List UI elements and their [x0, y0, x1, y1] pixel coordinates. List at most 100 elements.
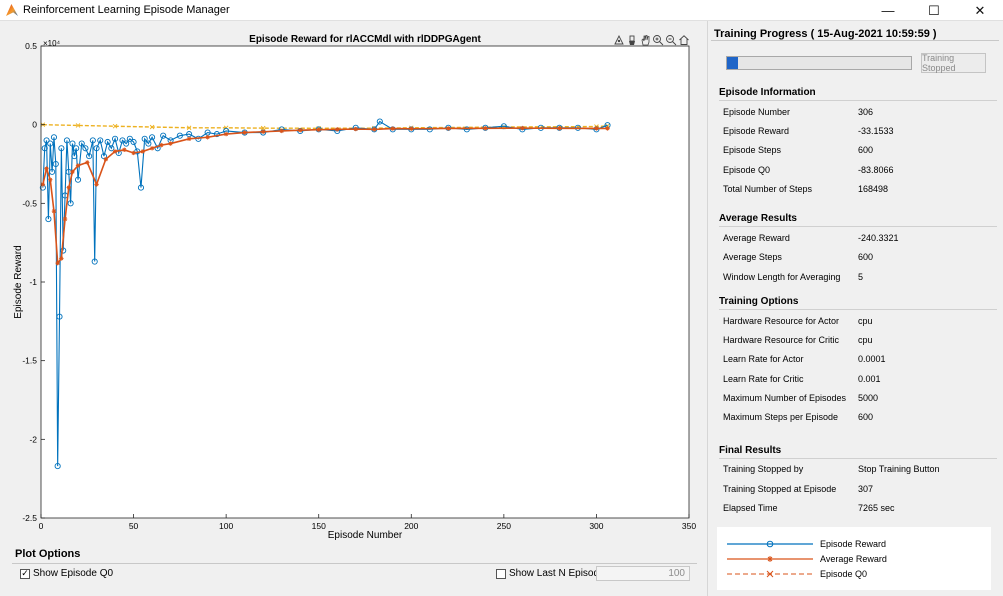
point-episode-reward [78, 140, 85, 147]
point-average-reward [260, 129, 266, 134]
total-steps-value: 168498 [858, 184, 889, 194]
point-episode-reward [89, 137, 96, 144]
point-episode-reward [69, 140, 76, 147]
point-average-reward [48, 177, 53, 182]
title-bar: Reinforcement Learning Episode Manager —… [0, 0, 1003, 21]
learn-rate-actor-label: Learn Rate for Actor [723, 354, 804, 364]
point-average-reward [372, 127, 377, 132]
y-tick-label: -2.5 [22, 513, 37, 523]
data-tips-icon[interactable] [614, 34, 624, 45]
training-options-title: Training Options [719, 296, 799, 307]
legend-item-episode-q0: Episode Q0 [717, 567, 991, 581]
point-episode-reward [213, 131, 220, 138]
x-tick-label: 0 [39, 521, 44, 531]
point-average-reward [483, 126, 488, 131]
point-average-reward [149, 146, 155, 151]
minimize-button[interactable]: — [881, 3, 895, 18]
point-episode-q0 [186, 125, 192, 131]
window-length-value: 5 [858, 272, 864, 282]
point-average-reward [223, 131, 229, 137]
hardware-critic-label: Hardware Resource for Critic [723, 335, 840, 345]
episode-reward-chart[interactable]: 0 50 100 150 200 250 300 350 0.5 0 -0.5 -1 -1.5 -2 -2… [0, 21, 707, 546]
stopped-at-episode-value: 307 [858, 484, 874, 494]
divider [719, 226, 997, 227]
y-axis-label: Episode Reward [13, 245, 24, 318]
point-episode-reward [112, 135, 119, 142]
show-q0-checkbox[interactable]: ✓ [20, 568, 30, 579]
point-average-reward [59, 256, 64, 261]
point-average-reward [390, 126, 395, 131]
point-average-reward [520, 125, 525, 131]
point-average-reward [55, 260, 60, 266]
point-episode-reward [41, 145, 48, 152]
x-tick-label: 100 [219, 521, 233, 531]
point-episode-reward [137, 184, 145, 191]
point-episode-reward [47, 140, 54, 147]
hardware-critic-value: cpu [858, 335, 873, 345]
divider [719, 458, 997, 459]
learn-rate-actor-value: 0.0001 [858, 354, 886, 364]
point-episode-reward [91, 258, 98, 265]
show-last-n-checkbox[interactable] [496, 568, 506, 579]
stopped-at-episode-label: Training Stopped at Episode [723, 484, 837, 494]
episode-number-value: 306 [858, 107, 874, 117]
hardware-actor-value: cpu [858, 316, 873, 326]
point-average-reward [94, 182, 99, 187]
point-average-reward [316, 127, 321, 132]
training-stopped-button[interactable]: Training Stopped [921, 53, 986, 73]
show-last-n-option[interactable]: Show Last N Episodes [496, 568, 610, 579]
chart-legend: Episode Reward Average Reward Episode Q0 [717, 527, 991, 590]
point-episode-reward [63, 137, 70, 144]
point-average-reward [122, 147, 127, 153]
point-episode-reward [50, 134, 58, 141]
point-episode-reward [123, 140, 130, 147]
close-button[interactable]: ✕ [974, 2, 986, 18]
legend-swatch-average-reward [727, 556, 813, 562]
legend-item-average-reward: Average Reward [717, 552, 991, 566]
chart-title: Episode Reward for rlACCMdl with rlDDPGA… [249, 34, 481, 45]
average-results-title: Average Results [719, 213, 797, 224]
pan-icon[interactable] [641, 35, 650, 46]
training-progress-bar [726, 56, 912, 70]
point-episode-reward [58, 145, 65, 152]
point-average-reward [168, 141, 173, 146]
point-average-reward [159, 142, 164, 148]
point-average-reward [242, 130, 247, 135]
maximize-button[interactable]: ☐ [928, 2, 940, 18]
divider [12, 563, 697, 564]
brush-icon[interactable] [629, 35, 635, 45]
y-tick-label: -1.5 [22, 356, 37, 366]
episode-q0-value: -83.8066 [858, 165, 894, 175]
episode-number-label: Episode Number [723, 107, 791, 117]
training-progress-title: Training Progress ( 15-Aug-2021 10:59:59… [714, 28, 937, 40]
point-average-reward [75, 163, 81, 168]
y-tick-label: -0.5 [22, 198, 37, 208]
plot-options: Plot Options ✓ Show Episode Q0 Show Last… [0, 546, 707, 596]
episode-reward-label: Episode Reward [723, 126, 790, 136]
show-q0-label: Show Episode Q0 [33, 568, 114, 579]
point-episode-reward [73, 145, 80, 152]
plot-options-title: Plot Options [15, 548, 81, 560]
axes-background [41, 46, 689, 518]
point-episode-reward [45, 216, 52, 223]
point-average-reward [112, 149, 118, 154]
zoom-out-icon[interactable] [666, 35, 677, 46]
point-average-reward [140, 149, 146, 154]
axes-toolbar [614, 34, 689, 46]
last-n-episodes-input[interactable]: 100 [596, 566, 690, 581]
show-q0-option[interactable]: ✓ Show Episode Q0 [20, 568, 113, 579]
point-average-reward [66, 185, 71, 190]
y-tick-label: 0 [32, 120, 37, 130]
max-steps-value: 600 [858, 412, 874, 422]
home-icon[interactable] [679, 35, 689, 45]
point-episode-reward [52, 160, 59, 168]
point-episode-reward [93, 145, 100, 152]
matlab-logo-icon [6, 4, 18, 16]
point-episode-q0 [75, 123, 81, 128]
legend-label-episode-reward: Episode Reward [820, 539, 887, 549]
zoom-in-icon[interactable] [653, 35, 664, 46]
window-controls: — ☐ ✕ [865, 0, 1003, 21]
point-average-reward [205, 135, 210, 140]
point-average-reward [279, 128, 284, 134]
point-episode-reward [71, 153, 78, 160]
